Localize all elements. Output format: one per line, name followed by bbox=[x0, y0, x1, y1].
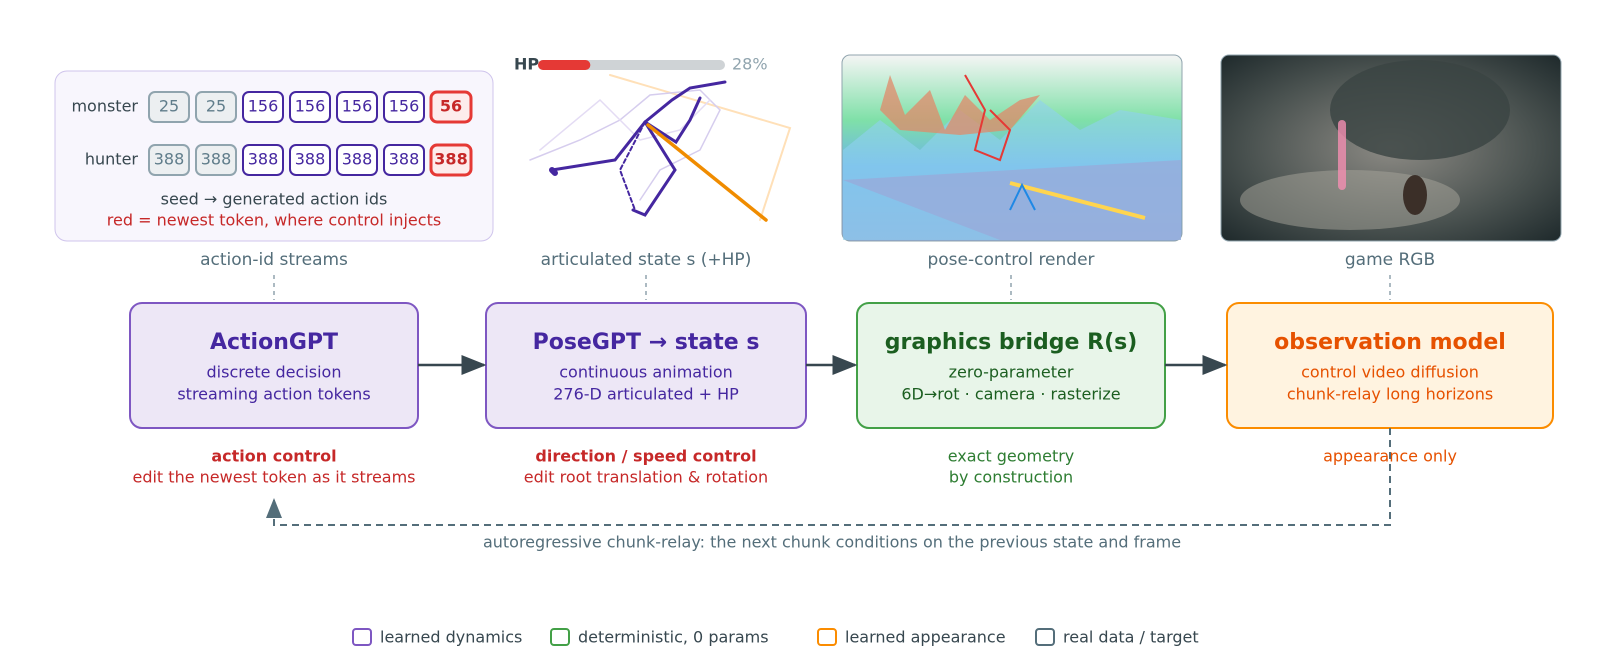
legend-label: learned appearance bbox=[845, 628, 1006, 647]
row-label: hunter bbox=[85, 150, 139, 169]
node-line: chunk-relay long horizons bbox=[1287, 385, 1493, 404]
token-id: 388 bbox=[154, 150, 185, 169]
row-label: monster bbox=[71, 97, 138, 116]
hp-label: HP bbox=[514, 55, 539, 74]
caption-connectors bbox=[273, 275, 1391, 300]
hp-bar bbox=[538, 60, 591, 70]
token-box bbox=[383, 144, 425, 176]
token-id: 156 bbox=[295, 97, 326, 116]
note-line: edit the newest token as it streams bbox=[132, 468, 415, 487]
token-id: 388 bbox=[434, 150, 467, 169]
legend-swatch bbox=[352, 628, 372, 646]
feedback-label: autoregressive chunk-relay: the next chu… bbox=[483, 533, 1181, 552]
token-box bbox=[195, 144, 237, 176]
caption: pose-control render bbox=[927, 250, 1094, 270]
token-id: 388 bbox=[201, 150, 232, 169]
token-box bbox=[242, 144, 284, 176]
token-id: 56 bbox=[440, 97, 462, 116]
node-title: ActionGPT bbox=[210, 330, 338, 355]
caption: game RGB bbox=[1345, 250, 1435, 270]
legend-swatch bbox=[1035, 628, 1055, 646]
token-box bbox=[289, 144, 331, 176]
token-id: 156 bbox=[248, 97, 279, 116]
token-note: red = newest token, where control inject… bbox=[107, 211, 441, 230]
note-title: action control bbox=[211, 447, 336, 466]
token-box bbox=[383, 91, 425, 123]
token-id: 388 bbox=[342, 150, 373, 169]
token-id: 388 bbox=[248, 150, 279, 169]
node-line: control video diffusion bbox=[1301, 363, 1479, 382]
node-line: discrete decision bbox=[207, 363, 342, 382]
legend: learned dynamics deterministic, 0 params… bbox=[352, 628, 1199, 647]
token-box bbox=[148, 144, 190, 176]
token-box bbox=[429, 143, 473, 177]
pose-render bbox=[841, 54, 1183, 242]
legend-swatch bbox=[550, 628, 570, 646]
token-box bbox=[148, 91, 190, 123]
token-id: 156 bbox=[389, 97, 420, 116]
token-box bbox=[336, 144, 378, 176]
legend-label: deterministic, 0 params bbox=[578, 628, 769, 647]
game-frame bbox=[1220, 54, 1562, 242]
token-id: 388 bbox=[389, 150, 420, 169]
token-grid: monster 25 25 156 156 156 156 56 hunter 388 388 388… bbox=[71, 90, 473, 177]
legend-swatch bbox=[817, 628, 837, 646]
token-id: 156 bbox=[342, 97, 373, 116]
node-title: graphics bridge R(s) bbox=[885, 330, 1138, 355]
note-title: direction / speed control bbox=[535, 447, 756, 466]
legend-label: learned dynamics bbox=[380, 628, 522, 647]
node-title: PoseGPT → state s bbox=[533, 330, 760, 355]
token-caption: seed → generated action ids bbox=[161, 190, 388, 209]
legend-label: real data / target bbox=[1063, 628, 1199, 647]
token-id: 25 bbox=[206, 97, 226, 116]
node-title: observation model bbox=[1274, 330, 1506, 355]
node-line: zero-parameter bbox=[949, 363, 1074, 382]
token-box bbox=[242, 91, 284, 123]
note-line: edit root translation & rotation bbox=[524, 468, 768, 487]
node-line: continuous animation bbox=[559, 363, 733, 382]
token-id: 388 bbox=[295, 150, 326, 169]
token-box bbox=[429, 90, 473, 124]
caption: articulated state s (+HP) bbox=[541, 250, 752, 270]
token-box bbox=[195, 91, 237, 123]
feedback-arrow bbox=[266, 428, 1391, 526]
token-id: 25 bbox=[159, 97, 179, 116]
node-line: streaming action tokens bbox=[177, 385, 370, 404]
hp-value: 28% bbox=[732, 55, 768, 74]
pose-sketch bbox=[529, 74, 792, 222]
node-line: 276-D articulated + HP bbox=[553, 385, 739, 404]
note-line: by construction bbox=[949, 468, 1073, 487]
token-box bbox=[336, 91, 378, 123]
node-line: 6D→rot · camera · rasterize bbox=[901, 385, 1120, 404]
token-box bbox=[289, 91, 331, 123]
note-line: exact geometry bbox=[948, 447, 1075, 466]
caption: action-id streams bbox=[200, 250, 348, 270]
